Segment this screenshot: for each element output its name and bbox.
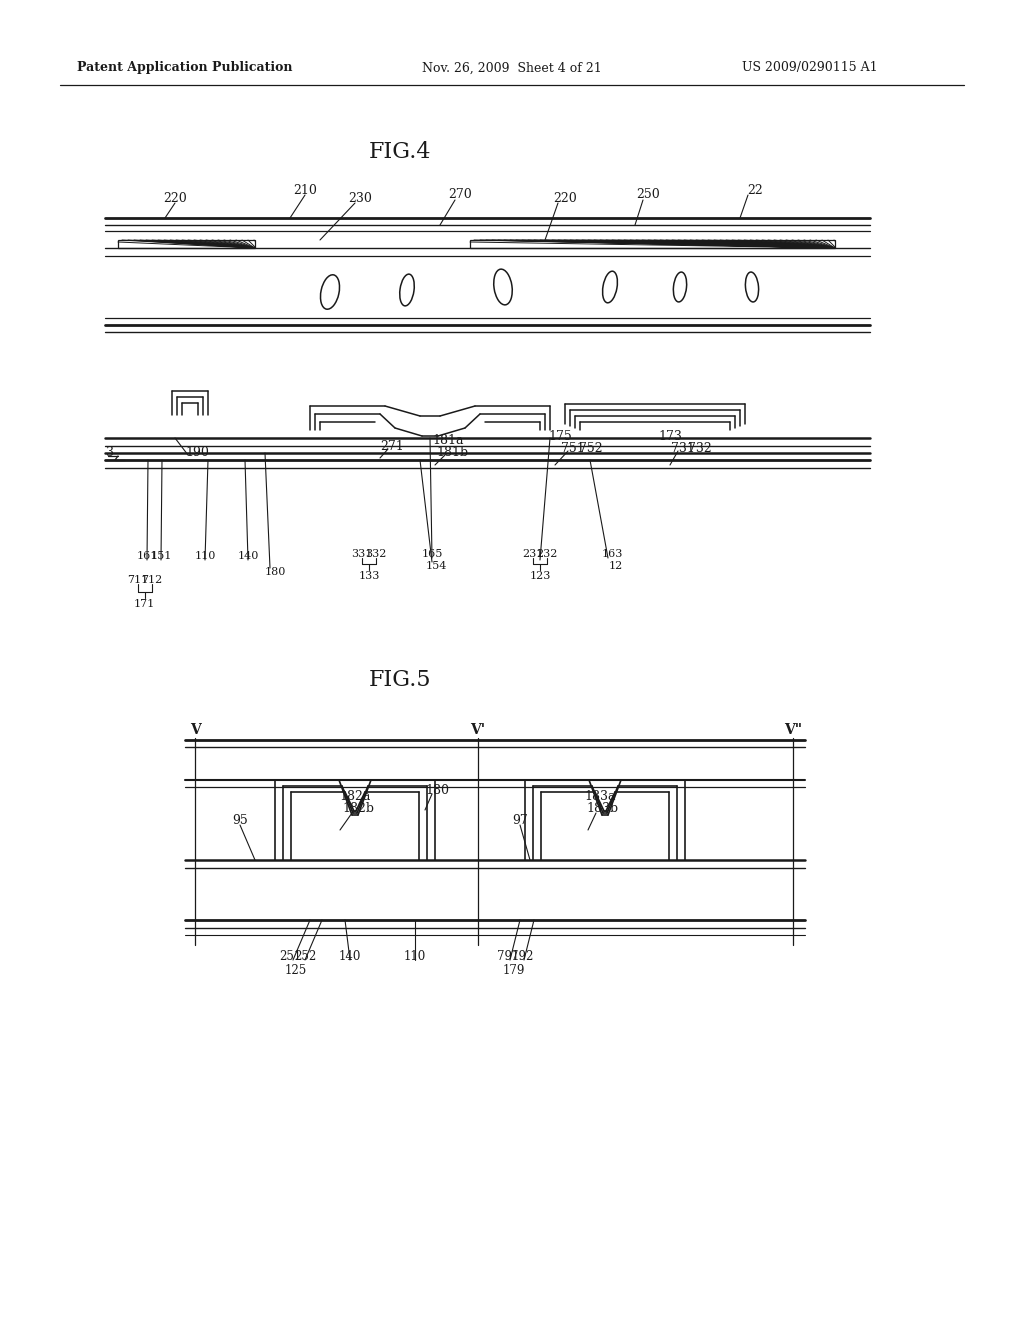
Text: 110: 110 bbox=[403, 950, 426, 964]
Text: 181a: 181a bbox=[432, 434, 464, 447]
Text: V': V' bbox=[470, 723, 485, 737]
Text: V": V" bbox=[784, 723, 802, 737]
Text: V: V bbox=[189, 723, 201, 737]
Text: 210: 210 bbox=[293, 183, 317, 197]
Text: 220: 220 bbox=[553, 191, 577, 205]
Text: 791: 791 bbox=[497, 950, 519, 964]
Text: 231: 231 bbox=[522, 549, 544, 558]
Text: 332: 332 bbox=[366, 549, 387, 558]
Text: 163: 163 bbox=[601, 549, 623, 558]
Text: 712: 712 bbox=[141, 576, 163, 585]
Text: 110: 110 bbox=[195, 550, 216, 561]
Text: 151: 151 bbox=[151, 550, 172, 561]
Text: Patent Application Publication: Patent Application Publication bbox=[77, 62, 293, 74]
Text: 175: 175 bbox=[548, 429, 571, 442]
Text: 711: 711 bbox=[127, 576, 148, 585]
Text: 751: 751 bbox=[561, 441, 585, 454]
Text: 183b: 183b bbox=[587, 801, 620, 814]
Text: 123: 123 bbox=[529, 572, 551, 581]
Text: 182a: 182a bbox=[339, 791, 371, 804]
Text: 171: 171 bbox=[133, 599, 155, 609]
Text: 731: 731 bbox=[671, 441, 695, 454]
Text: 3: 3 bbox=[106, 446, 114, 459]
Text: 180: 180 bbox=[264, 568, 286, 577]
Text: 331: 331 bbox=[351, 549, 373, 558]
Text: 154: 154 bbox=[425, 561, 446, 572]
Text: 95: 95 bbox=[232, 813, 248, 826]
Text: FIG.4: FIG.4 bbox=[369, 141, 431, 162]
Text: 125: 125 bbox=[285, 964, 307, 977]
Text: 12: 12 bbox=[609, 561, 624, 572]
Text: 181b: 181b bbox=[436, 446, 468, 458]
Text: 180: 180 bbox=[425, 784, 449, 796]
Text: 173: 173 bbox=[658, 429, 682, 442]
Text: 183a: 183a bbox=[585, 791, 615, 804]
Text: 250: 250 bbox=[636, 189, 659, 202]
Text: 752: 752 bbox=[580, 441, 603, 454]
Text: 133: 133 bbox=[358, 572, 380, 581]
Text: Nov. 26, 2009  Sheet 4 of 21: Nov. 26, 2009 Sheet 4 of 21 bbox=[422, 62, 602, 74]
Text: 22: 22 bbox=[748, 183, 763, 197]
Text: 252: 252 bbox=[294, 950, 316, 964]
Text: 270: 270 bbox=[449, 189, 472, 202]
Text: 161: 161 bbox=[136, 550, 158, 561]
Text: 220: 220 bbox=[163, 191, 186, 205]
Text: 179: 179 bbox=[503, 964, 525, 977]
Text: FIG.5: FIG.5 bbox=[369, 669, 431, 690]
Text: 732: 732 bbox=[688, 441, 712, 454]
Text: 190: 190 bbox=[185, 446, 209, 459]
Text: US 2009/0290115 A1: US 2009/0290115 A1 bbox=[742, 62, 878, 74]
Text: 165: 165 bbox=[421, 549, 442, 558]
Text: 230: 230 bbox=[348, 191, 372, 205]
Text: 792: 792 bbox=[511, 950, 534, 964]
Text: 140: 140 bbox=[339, 950, 361, 964]
Text: 97: 97 bbox=[512, 813, 528, 826]
Text: 271: 271 bbox=[380, 440, 403, 453]
Text: 140: 140 bbox=[238, 550, 259, 561]
Text: 182b: 182b bbox=[342, 801, 374, 814]
Text: 232: 232 bbox=[537, 549, 558, 558]
Text: 251: 251 bbox=[279, 950, 301, 964]
